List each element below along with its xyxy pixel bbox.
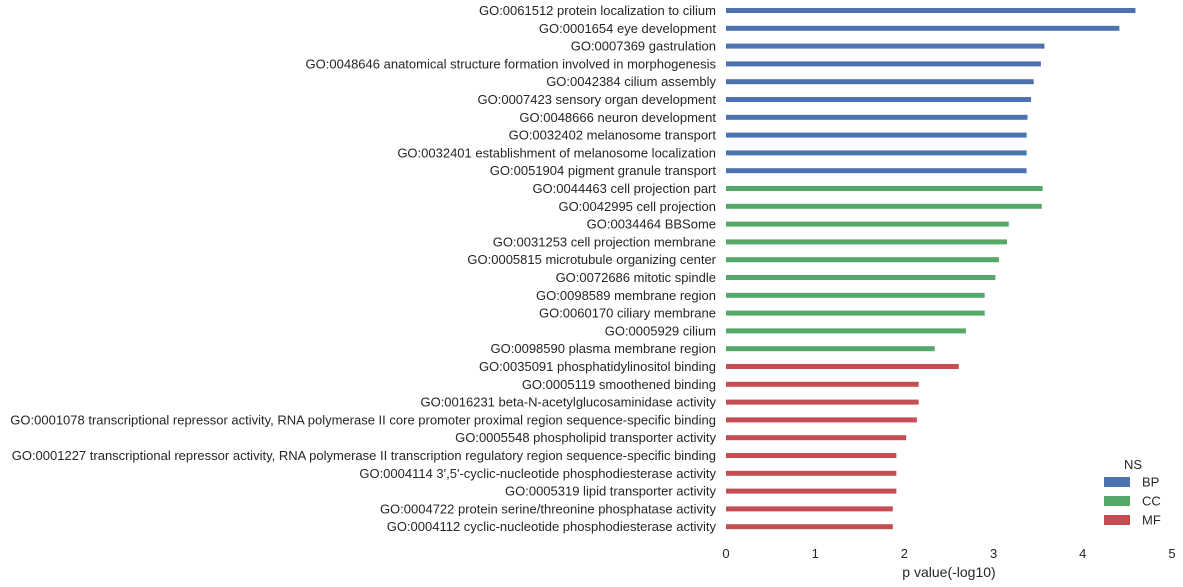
category-label-18: GO:0060170 ciliary membrane [539, 306, 716, 321]
category-label-12: GO:0042995 cell projection [558, 199, 716, 214]
legend-label-mf: MF [1142, 513, 1161, 528]
bar-30 [726, 524, 893, 530]
bar-12 [726, 203, 1042, 209]
bar-21 [726, 364, 959, 369]
bar-19 [726, 328, 966, 334]
bar-29 [726, 506, 893, 512]
bar-28 [726, 488, 897, 494]
legend-title: NS [1124, 457, 1142, 472]
category-label-1: GO:0061512 protein localization to ciliu… [479, 3, 716, 18]
category-label-14: GO:0031253 cell projection membrane [493, 234, 716, 249]
legend-swatch-cc [1104, 496, 1130, 506]
category-label-24: GO:0001078 transcriptional repressor act… [10, 412, 716, 427]
category-label-9: GO:0032401 establishment of melanosome l… [397, 145, 716, 160]
category-label-22: GO:0005119 smoothened binding [522, 377, 716, 392]
legend-label-bp: BP [1142, 475, 1159, 490]
category-label-16: GO:0072686 mitotic spindle [556, 270, 716, 285]
category-label-13: GO:0034464 BBSome [587, 217, 716, 232]
x-tick-label-1: 1 [812, 546, 819, 561]
x-tick-label-2: 2 [901, 546, 908, 561]
bar-9 [726, 150, 1027, 156]
bar-2 [726, 25, 1120, 31]
bar-26 [726, 453, 897, 458]
bar-7 [726, 114, 1028, 120]
bar-10 [726, 168, 1027, 174]
category-label-30: GO:0004112 cyclic-nucleotide phosphodies… [387, 519, 717, 534]
category-label-19: GO:0005929 cilium [605, 323, 716, 338]
category-label-23: GO:0016231 beta-N-acetylglucosaminidase … [420, 395, 716, 410]
category-label-5: GO:0042384 cilium assembly [546, 74, 716, 89]
category-label-29: GO:0004722 protein serine/threonine phos… [380, 501, 717, 516]
x-tick-label-0: 0 [722, 546, 729, 561]
x-axis: 0 1 2 3 4 5 [722, 546, 1175, 561]
bar-20 [726, 346, 935, 352]
category-label-21: GO:0035091 phosphatidylinositol binding [479, 359, 716, 374]
legend-swatch-mf [1104, 515, 1130, 525]
bar-11 [726, 186, 1043, 191]
category-label-4: GO:0048646 anatomical structure formatio… [306, 56, 717, 71]
category-label-6: GO:0007423 sensory organ development [478, 92, 717, 107]
bar-4 [726, 61, 1041, 67]
bars-layer [726, 8, 1136, 530]
legend: NS BP CC MF [1104, 457, 1161, 528]
bar-25 [726, 435, 907, 441]
x-tick-label-4: 4 [1079, 546, 1086, 561]
category-label-26: GO:0001227 transcriptional repressor act… [12, 448, 716, 463]
bar-23 [726, 399, 919, 405]
bar-18 [726, 310, 985, 316]
category-label-11: GO:0044463 cell projection part [532, 181, 716, 196]
category-label-17: GO:0098589 membrane region [536, 288, 716, 303]
category-label-2: GO:0001654 eye development [539, 21, 716, 36]
bar-5 [726, 79, 1034, 85]
legend-label-cc: CC [1142, 494, 1161, 509]
bar-22 [726, 381, 919, 387]
bar-27 [726, 470, 897, 476]
category-labels: GO:0061512 protein localization to ciliu… [10, 3, 716, 534]
bar-1 [726, 8, 1136, 13]
bar-3 [726, 43, 1045, 49]
category-label-25: GO:0005548 phospholipid transporter acti… [455, 430, 716, 445]
bar-24 [726, 417, 917, 423]
category-label-20: GO:0098590 plasma membrane region [491, 341, 716, 356]
legend-swatch-bp [1104, 477, 1130, 487]
category-label-7: GO:0048666 neuron development [519, 110, 716, 125]
x-tick-label-5: 5 [1168, 546, 1175, 561]
x-axis-label: p value(-log10) [902, 564, 995, 580]
category-label-10: GO:0051904 pigment granule transport [490, 163, 717, 178]
bar-8 [726, 132, 1027, 138]
category-label-8: GO:0032402 melanosome transport [509, 128, 717, 143]
x-tick-label-3: 3 [990, 546, 997, 561]
category-label-15: GO:0005815 microtubule organizing center [467, 252, 716, 267]
bar-17 [726, 292, 985, 298]
bar-13 [726, 221, 1009, 227]
bar-14 [726, 239, 1007, 245]
bar-16 [726, 275, 996, 280]
bar-15 [726, 257, 999, 263]
category-label-3: GO:0007369 gastrulation [571, 39, 716, 54]
category-label-28: GO:0005319 lipid transporter activity [505, 484, 716, 499]
category-label-27: GO:0004114 3',5'-cyclic-nucleotide phosp… [359, 466, 716, 481]
bar-6 [726, 97, 1032, 102]
